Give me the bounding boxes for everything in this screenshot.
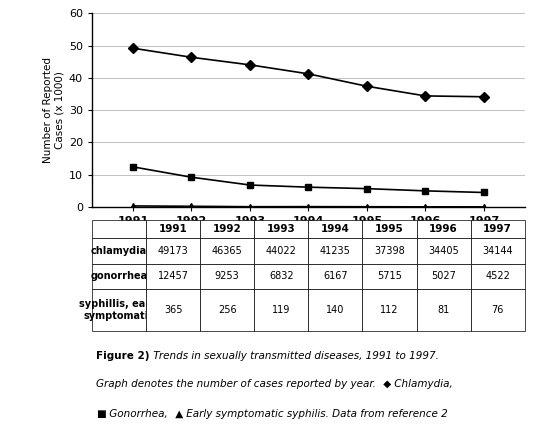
Text: Gonorrhea,: Gonorrhea, (106, 409, 168, 419)
Text: ◆: ◆ (376, 379, 392, 389)
Text: ■: ■ (96, 409, 106, 419)
Text: Chlamydia,: Chlamydia, (392, 379, 453, 389)
Text: Graph denotes the number of cases reported by year.: Graph denotes the number of cases report… (96, 379, 376, 389)
Text: Figure 2): Figure 2) (96, 351, 150, 361)
Text: Early symptomatic syphilis. Data from reference 2: Early symptomatic syphilis. Data from re… (183, 409, 448, 419)
Y-axis label: Number of Reported
Cases (x 1000): Number of Reported Cases (x 1000) (43, 57, 65, 163)
Text: ▲: ▲ (168, 409, 183, 419)
Text: Trends in sexually transmitted diseases, 1991 to 1997.: Trends in sexually transmitted diseases,… (150, 351, 439, 361)
